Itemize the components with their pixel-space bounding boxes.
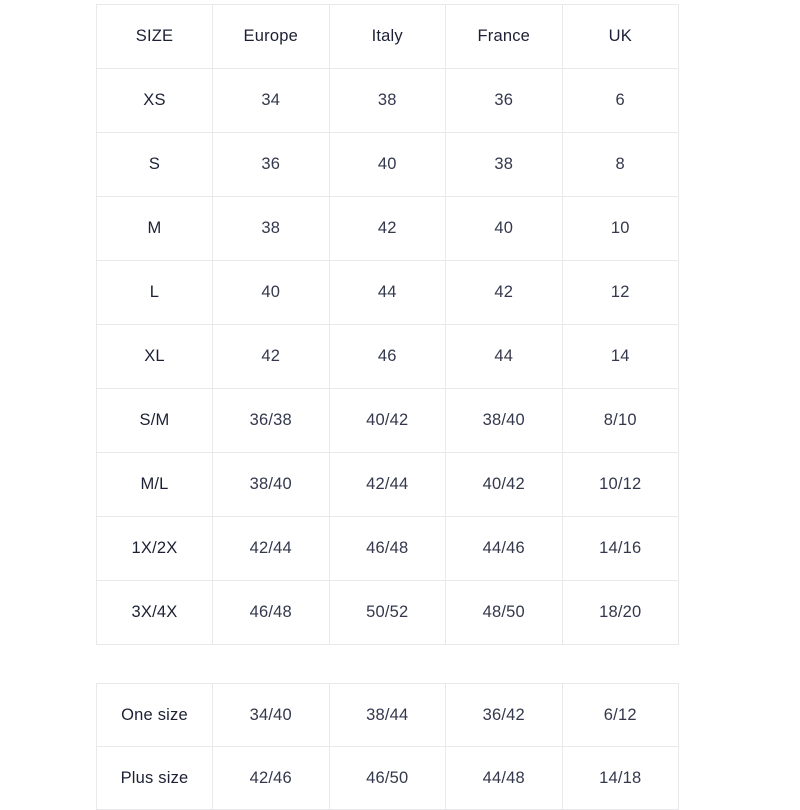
cell-size: S xyxy=(96,132,213,197)
cell-italy: 42 xyxy=(328,196,446,261)
cell-uk: 14 xyxy=(561,324,679,389)
cell-europe: 34 xyxy=(212,68,330,133)
cell-europe: 46/48 xyxy=(212,580,330,645)
column-header-europe: Europe xyxy=(212,4,330,69)
cell-uk: 18/20 xyxy=(561,580,679,645)
cell-france: 38 xyxy=(445,132,563,197)
primary-table-head: SIZE Europe Italy France UK xyxy=(96,4,679,69)
cell-italy: 40 xyxy=(328,132,446,197)
cell-uk: 8 xyxy=(561,132,679,197)
cell-france: 38/40 xyxy=(445,388,563,453)
table-row: S 36 40 38 8 xyxy=(96,132,679,197)
cell-france: 36/42 xyxy=(445,683,563,747)
cell-italy: 42/44 xyxy=(328,452,446,517)
cell-france: 40 xyxy=(445,196,563,261)
cell-europe: 36/38 xyxy=(212,388,330,453)
cell-france: 40/42 xyxy=(445,452,563,517)
table-row: 1X/2X 42/44 46/48 44/46 14/16 xyxy=(96,516,679,581)
cell-italy: 44 xyxy=(328,260,446,325)
cell-italy: 38 xyxy=(328,68,446,133)
cell-europe: 42 xyxy=(212,324,330,389)
cell-europe: 38 xyxy=(212,196,330,261)
table-row: M/L 38/40 42/44 40/42 10/12 xyxy=(96,452,679,517)
table-row: 3X/4X 46/48 50/52 48/50 18/20 xyxy=(96,580,679,645)
column-header-uk: UK xyxy=(561,4,679,69)
cell-uk: 8/10 xyxy=(561,388,679,453)
table-header-row: SIZE Europe Italy France UK xyxy=(96,4,679,69)
cell-size: L xyxy=(96,260,213,325)
table-row: XL 42 46 44 14 xyxy=(96,324,679,389)
column-header-size: SIZE xyxy=(96,4,213,69)
cell-france: 42 xyxy=(445,260,563,325)
cell-size: M xyxy=(96,196,213,261)
table-row: S/M 36/38 40/42 38/40 8/10 xyxy=(96,388,679,453)
table-row: One size 34/40 38/44 36/42 6/12 xyxy=(96,683,679,747)
cell-size: 1X/2X xyxy=(96,516,213,581)
cell-italy: 50/52 xyxy=(328,580,446,645)
table-row: XS 34 38 36 6 xyxy=(96,68,679,133)
cell-italy: 40/42 xyxy=(328,388,446,453)
cell-size: XL xyxy=(96,324,213,389)
cell-france: 44/46 xyxy=(445,516,563,581)
cell-uk: 12 xyxy=(561,260,679,325)
cell-uk: 6/12 xyxy=(561,683,679,747)
cell-italy: 46 xyxy=(328,324,446,389)
cell-france: 44/48 xyxy=(445,746,563,810)
cell-size: M/L xyxy=(96,452,213,517)
secondary-size-table: One size 34/40 38/44 36/42 6/12 Plus siz… xyxy=(96,683,679,810)
cell-italy: 46/50 xyxy=(328,746,446,810)
primary-table-body: XS 34 38 36 6 S 36 40 38 8 M 38 42 40 10 xyxy=(96,68,679,645)
cell-europe: 40 xyxy=(212,260,330,325)
cell-france: 48/50 xyxy=(445,580,563,645)
table-row: Plus size 42/46 46/50 44/48 14/18 xyxy=(96,746,679,810)
cell-europe: 36 xyxy=(212,132,330,197)
cell-size: S/M xyxy=(96,388,213,453)
table-row: M 38 42 40 10 xyxy=(96,196,679,261)
column-header-italy: Italy xyxy=(328,4,446,69)
cell-europe: 38/40 xyxy=(212,452,330,517)
cell-size: 3X/4X xyxy=(96,580,213,645)
table-row: L 40 44 42 12 xyxy=(96,260,679,325)
cell-uk: 6 xyxy=(561,68,679,133)
cell-uk: 14/18 xyxy=(561,746,679,810)
cell-uk: 14/16 xyxy=(561,516,679,581)
cell-size: Plus size xyxy=(96,746,213,810)
cell-italy: 46/48 xyxy=(328,516,446,581)
cell-europe: 34/40 xyxy=(212,683,330,747)
cell-france: 36 xyxy=(445,68,563,133)
cell-europe: 42/46 xyxy=(212,746,330,810)
cell-uk: 10 xyxy=(561,196,679,261)
cell-france: 44 xyxy=(445,324,563,389)
secondary-table-body: One size 34/40 38/44 36/42 6/12 Plus siz… xyxy=(96,683,679,810)
column-header-france: France xyxy=(445,4,563,69)
primary-size-table: SIZE Europe Italy France UK XS 34 38 36 … xyxy=(96,4,679,645)
cell-size: XS xyxy=(96,68,213,133)
table-separator-gap xyxy=(96,645,678,683)
cell-uk: 10/12 xyxy=(561,452,679,517)
cell-italy: 38/44 xyxy=(328,683,446,747)
cell-size: One size xyxy=(96,683,213,747)
cell-europe: 42/44 xyxy=(212,516,330,581)
size-chart-container: SIZE Europe Italy France UK XS 34 38 36 … xyxy=(96,4,679,810)
